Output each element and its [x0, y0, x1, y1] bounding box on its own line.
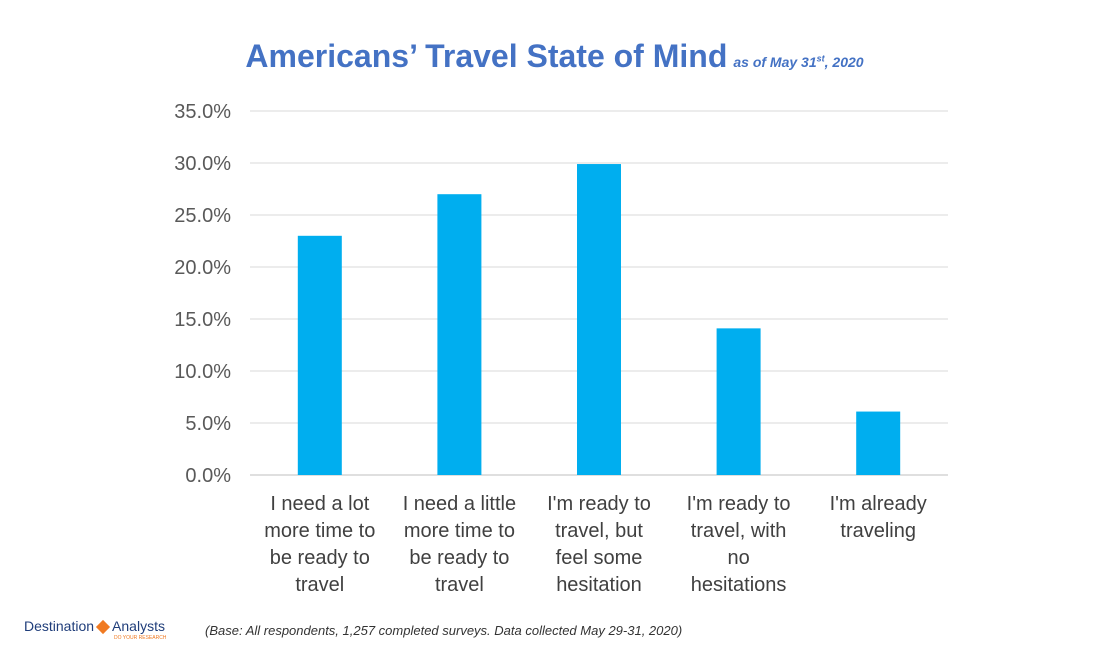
bar — [716, 328, 761, 475]
chart-title-main: Americans’ Travel State of Mind — [245, 38, 728, 74]
x-tick-label: I need a lot more time to be ready to trave… — [264, 493, 375, 596]
logo-text-left: Destination — [24, 618, 95, 634]
chart-title-date-prefix: as of May 31 — [733, 54, 817, 70]
logo-text-right: Analysts — [112, 618, 165, 634]
y-tick-label: 10.0% — [174, 361, 231, 383]
bar — [437, 194, 482, 475]
y-tick-label: 20.0% — [174, 257, 231, 279]
x-tick-label: I'm ready to travel, with no hesitations — [687, 493, 791, 596]
bar — [297, 235, 342, 475]
y-tick-label: 30.0% — [174, 153, 231, 175]
y-tick-label: 5.0% — [185, 413, 231, 435]
chart-title-date: as of May 31st, 2020 — [733, 53, 864, 70]
x-tick-label: I'm already traveling — [830, 493, 927, 542]
y-tick-label: 25.0% — [174, 205, 231, 227]
x-tick-label: I need a little more time to be ready to tr… — [403, 493, 516, 596]
destination-analysts-logo: Destination Analysts DO YOUR RESEARCH — [24, 618, 166, 641]
y-tick-label: 15.0% — [174, 309, 231, 331]
logo-tagline: DO YOUR RESEARCH — [114, 635, 167, 641]
footnote: (Base: All respondents, 1,257 completed … — [205, 623, 683, 638]
bar — [856, 411, 901, 475]
y-tick-label: 35.0% — [174, 101, 231, 123]
chart-title-date-suffix: , 2020 — [824, 54, 864, 70]
chart-title-date-sup: st — [816, 53, 825, 64]
y-tick-label: 0.0% — [185, 465, 231, 487]
logo-diamond-icon — [95, 620, 111, 635]
bar — [577, 164, 621, 476]
chart-title: Americans’ Travel State of Mind as of May… — [0, 38, 1109, 75]
x-tick-label: I'm ready to travel, but feel some hesitati… — [547, 493, 651, 596]
